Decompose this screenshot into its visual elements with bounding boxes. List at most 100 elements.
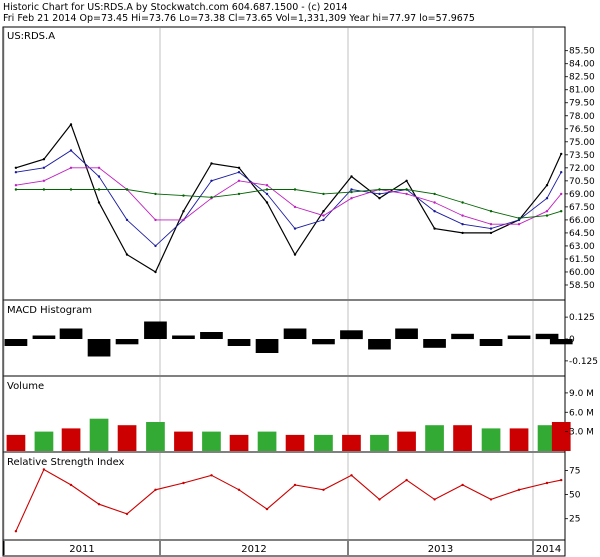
price-ma-mid-line-point (560, 192, 563, 196)
volume-panel-frame (2, 375, 566, 453)
macd-bar (200, 332, 223, 339)
volume-bar (229, 434, 249, 451)
price-ma-long-line-point (210, 196, 213, 199)
rsi-line-point (265, 507, 269, 511)
price-close-line-point (42, 158, 46, 161)
price-ma-long-line-point (405, 188, 408, 191)
y-tick-label: 75.00 (569, 138, 595, 148)
price-close-line-point (237, 166, 241, 169)
price-ma-short-line-point (378, 192, 381, 196)
rsi-line-point (125, 512, 129, 516)
volume-bar (314, 434, 333, 451)
macd-bar (255, 339, 279, 353)
y-tick-label: 84.00 (569, 60, 595, 70)
price-ma-long-line-point (461, 201, 464, 204)
volume-bar (509, 428, 529, 451)
price-close-line-point (97, 201, 101, 204)
price-ma-long-line-point (560, 210, 563, 213)
price-ma-long-line-point (293, 188, 297, 191)
price-close-line-point (350, 175, 353, 178)
price-ma-mid-line-point (545, 210, 549, 213)
price-close-line-point (560, 152, 563, 156)
rsi-panel-title: Relative Strength Index (7, 457, 125, 468)
chart-header-line1: Historic Chart for US:RDS.A by Stockwatc… (3, 2, 348, 13)
volume-bar (481, 428, 501, 451)
volume-bar (397, 431, 416, 451)
volume-bar (537, 425, 557, 451)
volume-bar (425, 425, 444, 451)
y-tick-label: -0.125 (569, 357, 598, 367)
price-ma-long-line-point (154, 192, 157, 196)
rsi-line-point (405, 478, 408, 482)
rsi-line-point (461, 483, 464, 487)
rsi-line-point (237, 488, 241, 491)
macd-bar (535, 333, 559, 340)
price-ma-mid-line-point (182, 218, 185, 222)
price-ma-short-line-point (350, 188, 353, 191)
macd-bar (115, 339, 139, 345)
y-tick-label: 70.50 (569, 177, 595, 187)
y-tick-label: 75 (569, 466, 580, 476)
y-tick-label: 50 (569, 491, 581, 501)
price-ma-mid-line-point (433, 201, 436, 204)
chart-header-line2: Fri Feb 21 2014 Op=73.45 Hi=73.76 Lo=73.… (3, 13, 475, 24)
y-tick-label: 63.00 (569, 242, 595, 252)
macd-bar (312, 339, 335, 345)
macd-bar (479, 339, 503, 346)
price-ma-short-line-point (14, 171, 18, 174)
rsi-line-point (69, 483, 73, 487)
volume-bar (117, 425, 137, 451)
macd-bar (451, 333, 474, 340)
time-axis-frame (2, 539, 566, 557)
price-panel-frame (2, 26, 566, 301)
price-ma-mid-line-point (489, 223, 493, 226)
price-close-line-point (293, 253, 297, 256)
macd-bar (59, 328, 83, 339)
volume-bar (6, 434, 26, 451)
volume-bar (285, 434, 305, 451)
price-ma-short-line-point (69, 149, 73, 152)
price-ma-mid-line-point (14, 184, 18, 187)
price-close-line-point (125, 253, 129, 256)
macd-bar (368, 339, 391, 350)
price-close-line-point (14, 166, 18, 169)
y-tick-label: 76.50 (569, 125, 595, 135)
price-close-line-point (461, 231, 464, 235)
y-tick-label: 64.50 (569, 229, 595, 239)
price-ma-long-line-point (97, 188, 101, 191)
y-tick-label: 25 (569, 515, 580, 525)
y-tick-label: 82.50 (569, 73, 595, 83)
volume-bar (34, 431, 54, 451)
rsi-line-point (210, 474, 213, 477)
y-tick-label: 0.125 (569, 313, 595, 323)
price-ma-short-line-point (265, 192, 269, 196)
price-close-line-point (265, 201, 269, 204)
macd-bar (395, 328, 418, 339)
price-ma-short-line-point (42, 166, 46, 169)
price-close-line-point (154, 270, 157, 274)
macd-bar (507, 335, 531, 339)
price-ma-long-line-point (517, 217, 521, 220)
y-tick-label: 61.50 (569, 255, 595, 265)
time-axis-label: 2013 (428, 544, 453, 555)
y-tick-label: 3.0 M (569, 428, 594, 438)
macd-bar (227, 339, 251, 346)
rsi-line-point (322, 488, 325, 491)
price-ma-mid-line-point (322, 214, 325, 217)
price-ma-long-line-point (42, 188, 46, 191)
price-ma-long-line-point (125, 188, 129, 191)
macd-bar (32, 335, 56, 339)
volume-bar (89, 418, 109, 451)
price-close-line-point (489, 231, 493, 235)
rsi-line-point (97, 503, 101, 506)
macd-bar (423, 339, 446, 348)
volume-panel-title: Volume (7, 381, 44, 392)
price-close-line-point (545, 184, 549, 187)
macd-bar (283, 328, 307, 339)
price-ma-mid-line-point (405, 192, 408, 196)
price-close-line-point (69, 123, 73, 126)
volume-bar (174, 431, 193, 451)
volume-bar (146, 422, 165, 451)
rsi-line-point (489, 498, 493, 501)
